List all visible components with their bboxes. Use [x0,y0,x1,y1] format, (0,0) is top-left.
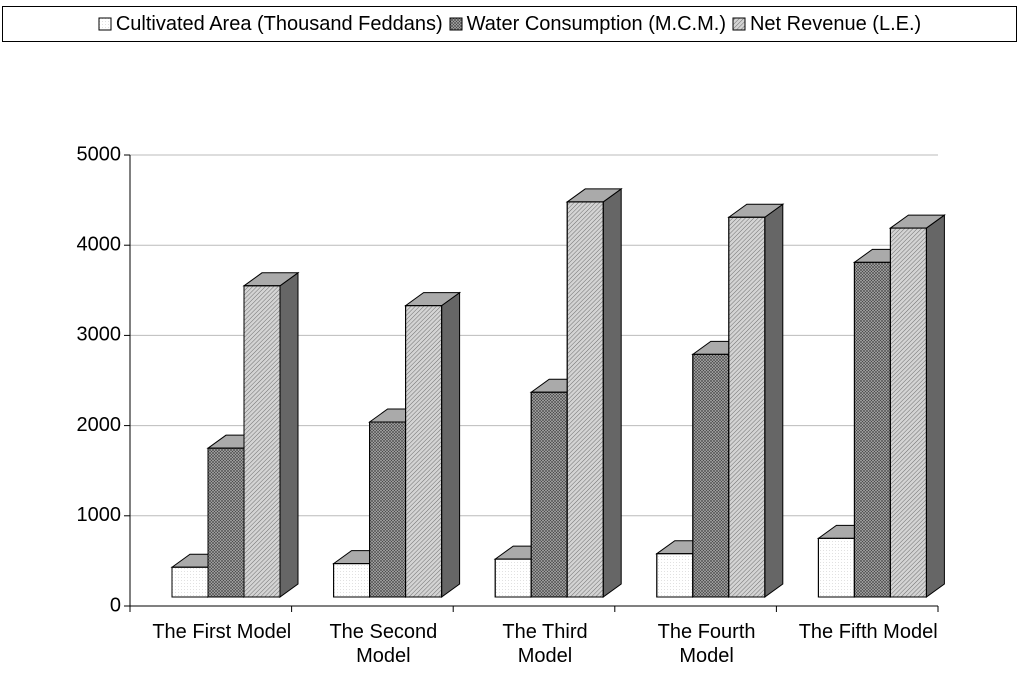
y-tick-label: 4000 [77,233,122,255]
legend-item: Cultivated Area (Thousand Feddans) [98,13,443,36]
bar-side [441,291,461,598]
bar-3d [888,214,946,598]
legend: Cultivated Area (Thousand Feddans) Water … [2,6,1017,42]
bar-pattern [171,566,209,598]
x-tick-label: The Fifth Model [798,621,938,643]
bar-pattern [333,563,371,598]
y-tick-label: 1000 [77,504,122,526]
legend-swatch [732,17,746,31]
bar-pattern [853,261,891,598]
swatch-pattern [732,17,746,31]
bar-side [279,271,299,598]
legend-label: Net Revenue (L.E.) [749,12,922,35]
bar-side [925,214,945,598]
bar-3d [242,271,300,598]
bar-pattern [405,305,443,598]
y-tick-label: 5000 [77,143,122,165]
bar-side [602,187,622,598]
bar-pattern [369,421,407,598]
y-tick-label: 2000 [77,414,122,436]
bar-3d [565,187,623,598]
bar-pattern [692,353,730,598]
legend-label: Water Consumption (M.C.M.) [466,12,726,35]
legend-label: Cultivated Area (Thousand Feddans) [115,12,443,35]
bar-pattern [494,558,532,598]
bar-side [764,203,784,598]
legend-item: Water Consumption (M.C.M.) [449,13,726,36]
bar-pattern [530,391,568,598]
legend-item: Net Revenue (L.E.) [732,13,921,36]
bar-pattern [728,216,766,598]
bar-pattern [207,447,245,598]
swatch-pattern [449,17,463,31]
x-tick-label: The First Model [152,621,292,643]
bar-3d [404,291,462,598]
y-tick-label: 0 [110,594,121,616]
x-tick-label: The Third Model [502,621,588,667]
bar-3d [727,203,785,598]
legend-swatch [98,17,112,31]
x-tick-label: The Fourth Model [657,621,756,667]
swatch-pattern [98,17,112,31]
bar-pattern [656,553,694,598]
bar-pattern [243,285,281,598]
bar-pattern [889,227,927,598]
legend-swatch [449,17,463,31]
bar-pattern [817,537,855,598]
x-tick-label: The Second Model [329,621,438,667]
y-tick-label: 3000 [77,324,122,346]
bar-pattern [566,201,604,598]
